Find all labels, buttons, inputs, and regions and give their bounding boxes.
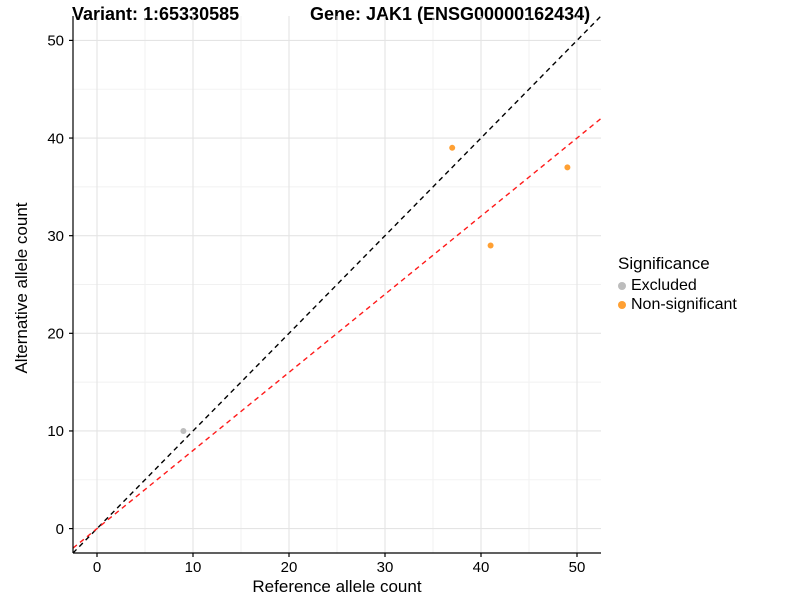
y-axis-title: Alternative allele count [12,202,31,374]
data-point-non-significant [449,144,456,151]
non-significant-dot-icon [618,301,626,309]
gene-title: Gene: JAK1 (ENSG00000162434) [310,4,591,24]
x-tick-label: 30 [377,559,394,576]
variant-title: Variant: 1:65330585 [72,4,240,24]
x-tick-label: 50 [569,559,586,576]
legend-item-label: Excluded [631,277,697,294]
legend-title: Significance [618,254,710,273]
tick-labels: 0 10 20 30 40 50 0 10 20 30 40 50 [47,33,585,576]
reference-lines [73,16,601,553]
y-tick-label: 20 [47,326,64,343]
data-points [180,144,571,434]
y-tick-label: 40 [47,130,64,147]
y-tick-label: 30 [47,228,64,245]
y-tick-label: 0 [56,521,64,538]
y-tick-label: 50 [47,33,64,50]
x-tick-label: 40 [473,559,490,576]
axis-lines [72,16,601,554]
x-tick-label: 10 [185,559,202,576]
legend-item-excluded: Excluded [618,277,737,295]
data-point-non-significant [564,164,571,171]
legend: Significance Excluded Non-significant [618,254,737,315]
excluded-dot-icon [618,282,626,290]
grid-major [73,16,601,553]
x-axis-title: Reference allele count [252,577,422,596]
grid-minor [73,16,601,553]
expected-ratio-line [73,117,601,549]
data-point-non-significant [487,242,494,249]
x-tick-label: 0 [93,559,101,576]
y-tick-label: 10 [47,423,64,440]
legend-item-label: Non-significant [631,296,737,313]
axis-ticks [69,39,578,557]
x-tick-label: 20 [281,559,298,576]
data-point-excluded [180,427,187,434]
legend-item-non-significant: Non-significant [618,296,737,314]
